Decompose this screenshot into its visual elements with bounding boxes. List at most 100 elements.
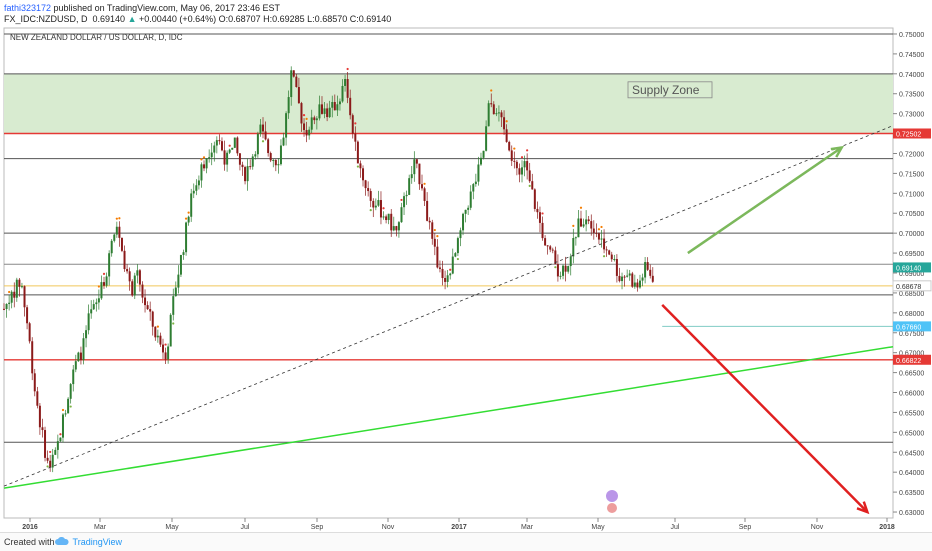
candle-body xyxy=(423,188,426,201)
candle-body xyxy=(177,274,180,288)
x-tick-label: May xyxy=(591,524,605,531)
candle-body xyxy=(300,103,303,124)
candle-body xyxy=(315,118,318,121)
candle-body xyxy=(533,189,536,209)
symbol-info: FX_IDC:NZDUSD, D 0.69140 ▲ +0.00440 (+0.… xyxy=(4,14,391,24)
candle-body xyxy=(385,216,388,221)
candle-body xyxy=(303,123,306,131)
candle-body xyxy=(505,129,508,142)
candle-body xyxy=(541,222,544,239)
candle-body xyxy=(51,454,54,468)
signal-dot xyxy=(172,322,175,325)
y-tick-label: 0.67500 xyxy=(899,331,924,338)
candle-body xyxy=(74,361,77,370)
candle-body xyxy=(367,188,370,192)
candle-body xyxy=(421,184,424,189)
candle-body xyxy=(131,281,134,296)
arrow-up-green-line xyxy=(687,146,843,255)
candle-body xyxy=(438,267,441,269)
candle-body xyxy=(267,139,270,154)
candle-body xyxy=(387,213,390,221)
candle-body xyxy=(636,282,639,288)
candle-body xyxy=(97,298,100,303)
candle-body xyxy=(431,222,434,239)
candle-body xyxy=(569,256,572,267)
y-tick-label: 0.63500 xyxy=(899,490,924,497)
y-tick-label: 0.75000 xyxy=(899,32,924,39)
signal-dot xyxy=(8,290,11,294)
candle-body xyxy=(161,344,164,353)
candle-body xyxy=(485,126,488,151)
candle-body xyxy=(138,270,141,285)
candle-body xyxy=(474,181,477,185)
x-tick-label: Nov xyxy=(382,524,395,531)
candle-body xyxy=(528,170,531,182)
candle-body xyxy=(521,167,524,175)
candle-body xyxy=(623,276,626,278)
candle-body xyxy=(392,226,395,231)
author-link[interactable]: fathi323172 xyxy=(4,3,52,13)
candle-body xyxy=(462,213,465,231)
last-price: 0.69140 xyxy=(92,14,126,24)
x-tick-label: Jul xyxy=(671,524,680,531)
price-label: 0.72502 xyxy=(896,131,921,138)
signal-dot xyxy=(382,207,385,210)
candle-body xyxy=(333,102,336,111)
candle-body xyxy=(374,205,377,208)
candle-body xyxy=(518,168,521,175)
published-text: published on TradingView.com, May 06, 20… xyxy=(51,3,281,13)
candle-body xyxy=(179,254,182,275)
candle-body xyxy=(577,218,580,238)
price-label: 0.68678 xyxy=(896,284,921,291)
candle-body xyxy=(82,338,85,361)
y-tick-label: 0.73500 xyxy=(899,92,924,99)
tradingview-brand[interactable]: TradingView xyxy=(72,537,123,547)
candle-body xyxy=(85,330,88,339)
candle-body xyxy=(572,238,575,257)
candle-body xyxy=(262,124,265,132)
candle-body xyxy=(44,430,47,458)
candle-body xyxy=(269,153,272,161)
candle-body xyxy=(105,276,108,286)
x-tick-label: Mar xyxy=(521,524,534,531)
candle-body xyxy=(597,233,600,240)
candle-body xyxy=(195,185,198,191)
candle-body xyxy=(151,311,154,327)
candle-body xyxy=(508,141,511,151)
candle-body xyxy=(56,441,59,450)
price-chart[interactable]: NEW ZEALAND DOLLAR / US DOLLAR, D, IDC Su… xyxy=(0,26,932,532)
candle-body xyxy=(156,335,159,338)
candle-body xyxy=(264,131,267,140)
candle-body xyxy=(182,252,185,255)
ohlc-values: O:0.68707 H:0.69285 L:0.68570 C:0.69140 xyxy=(218,14,392,24)
candle-body xyxy=(341,85,344,102)
candle-body xyxy=(544,238,547,246)
y-tick-label: 0.70500 xyxy=(899,211,924,218)
candle-body xyxy=(200,164,203,181)
candle-body xyxy=(500,112,503,118)
candle-body xyxy=(649,269,652,276)
candle-body xyxy=(59,437,62,442)
candle-body xyxy=(79,352,82,361)
candle-body xyxy=(356,141,359,164)
signal-dot xyxy=(261,140,265,143)
candle-body xyxy=(144,297,147,306)
signal-dot xyxy=(505,120,508,123)
y-tick-label: 0.65000 xyxy=(899,430,924,437)
signal-dot xyxy=(520,156,524,159)
candle-body xyxy=(605,249,608,251)
candle-body xyxy=(36,391,39,406)
dashed-trendline xyxy=(3,125,894,487)
price-label: 0.69140 xyxy=(896,265,921,272)
price-label: 0.66822 xyxy=(896,358,921,365)
candle-body xyxy=(590,221,593,229)
candle-body xyxy=(408,178,411,195)
candle-body xyxy=(187,216,190,223)
signal-dot xyxy=(369,209,372,212)
x-tick-label: May xyxy=(165,524,179,531)
candle-body xyxy=(454,253,457,257)
candle-body xyxy=(246,166,249,182)
y-tick-label: 0.64000 xyxy=(899,470,924,477)
y-tick-label: 0.74000 xyxy=(899,72,924,79)
candle-body xyxy=(467,207,470,210)
